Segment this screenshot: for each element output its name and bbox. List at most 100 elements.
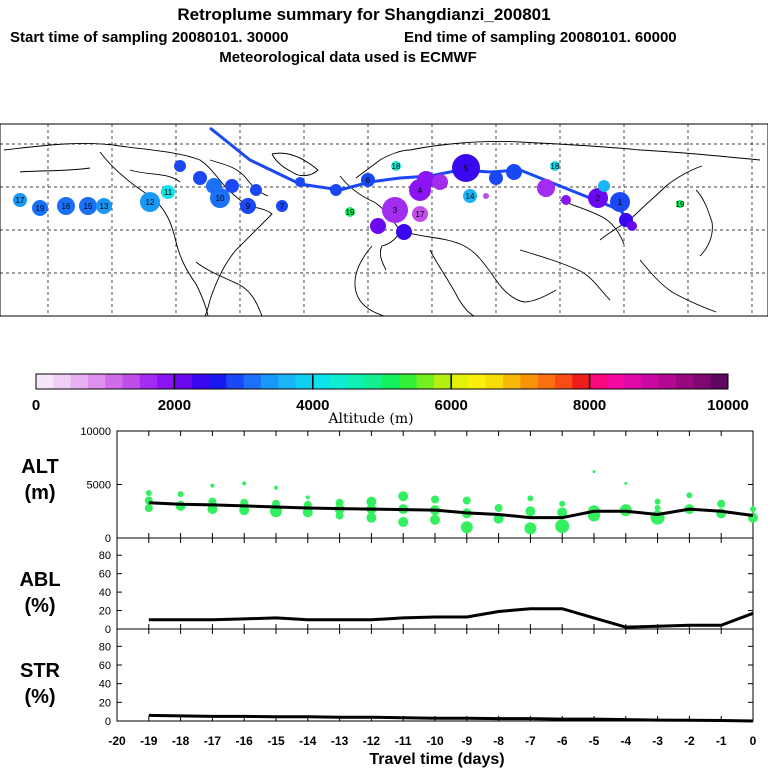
map-panel: 17 19 16 15 13 12 11 10 9 7 6 18 19 5 4 3 2 1 17 14 18 19: [0, 123, 768, 317]
alt-point: [145, 490, 152, 497]
plume-cluster-marker: [417, 171, 435, 189]
plume-cluster-label: 1: [618, 198, 623, 207]
colorbar-cell: [710, 374, 729, 389]
alt-point: [524, 522, 537, 535]
plume-cluster-label: 5: [464, 164, 469, 173]
plume-cluster-label: 17: [16, 196, 25, 205]
colorbar-cell: [295, 374, 314, 389]
colorbar-cell: [676, 374, 694, 389]
x-axis-label: Travel time (days): [369, 751, 504, 768]
colorbar-cell: [157, 374, 175, 389]
colorbar-tick-label: 8000: [573, 397, 606, 414]
alt-point: [624, 481, 628, 485]
alt-point: [460, 521, 473, 534]
plume-cluster-marker: [276, 200, 288, 212]
alt-point: [555, 519, 570, 534]
colorbar-cell: [693, 374, 712, 389]
colorbar-cell: [36, 374, 54, 389]
alt-point: [592, 470, 596, 474]
panel-label: STR: [20, 660, 61, 682]
panel-unit: (%): [24, 595, 55, 617]
alt-point: [717, 499, 726, 508]
plume-cluster-marker: [561, 195, 571, 205]
plume-cluster-marker: [396, 224, 412, 240]
plume-cluster-label: 15: [84, 202, 93, 211]
plume-cluster-marker: [550, 161, 560, 171]
plume-cluster-marker: [483, 193, 489, 199]
colorbar-cell: [416, 374, 435, 389]
alt-point: [654, 498, 661, 505]
x-axis: -20 -19 -18 -17 -16 -15 -14 -13 -12 -11 -10 -9 -8 -7-…: [108, 734, 756, 748]
plume-cluster-marker: [193, 171, 207, 185]
x-tick-label: -13: [331, 734, 349, 748]
plume-cluster-marker: [370, 218, 386, 234]
colorbar-cell: [433, 374, 452, 389]
alt-point: [242, 481, 247, 486]
plume-cluster-marker: [506, 164, 522, 180]
colorbar-cell: [364, 374, 383, 389]
colorbar-cell: [641, 374, 660, 389]
alt-point: [430, 514, 440, 525]
plume-cluster-marker: [598, 180, 610, 192]
x-tick-label: 0: [750, 734, 757, 748]
colorbar-cell: [278, 374, 296, 389]
alt-point: [366, 512, 377, 523]
colorbar-cell: [312, 374, 331, 389]
plume-cluster-marker: [140, 192, 160, 212]
alt-point: [557, 507, 568, 518]
abl-line: [148, 607, 754, 629]
colorbar-cell: [555, 374, 573, 389]
alt-point: [335, 511, 344, 520]
plume-cluster-marker: [225, 179, 239, 193]
plume-cluster-marker: [345, 207, 355, 217]
plume-cluster-marker: [174, 160, 186, 172]
panel-str: 0 20 40 60 80 STR (%): [20, 628, 754, 728]
panel-frame: [116, 628, 754, 722]
y-tick-label: 40: [99, 587, 111, 599]
x-tick-label: -8: [493, 734, 504, 748]
y-tick-label: 10000: [80, 426, 111, 438]
colorbar-cell: [260, 374, 279, 389]
alt-point: [144, 504, 153, 513]
plume-cluster-marker: [412, 206, 428, 222]
panel-frame: [116, 537, 754, 630]
colorbar-cell: [330, 374, 348, 389]
colorbar-tick-label: 10000: [707, 397, 749, 414]
plume-cluster-marker: [588, 188, 608, 208]
y-tick-label: 20: [99, 606, 111, 618]
plume-cluster-label: 3: [393, 206, 398, 215]
colorbar: 0 2000 4000 6000 8000 10000 Altitude (m): [32, 373, 749, 427]
x-tick-label: -17: [204, 734, 222, 748]
alt-point: [654, 505, 661, 512]
plume-cluster-marker: [452, 154, 480, 182]
colorbar-tick-label: 4000: [296, 397, 329, 414]
plume-cluster-label: 19: [346, 208, 355, 217]
x-tick-label: -15: [267, 734, 285, 748]
y-tick-label: 80: [99, 550, 111, 562]
plume-cluster-label: 11: [164, 188, 173, 197]
plume-cluster-marker: [627, 221, 637, 231]
plume-cluster-marker: [240, 198, 256, 214]
plume-cluster-label: 19: [676, 200, 685, 209]
x-tick-label: -12: [363, 734, 381, 748]
colorbar-cell: [209, 374, 227, 389]
plume-cluster-marker: [361, 173, 375, 187]
x-tick-label: -2: [684, 734, 695, 748]
colorbar-cell: [191, 374, 210, 389]
plume-cluster-marker: [330, 184, 342, 196]
colorbar-cell: [658, 374, 677, 389]
y-tick-label: 0: [105, 533, 111, 545]
y-tick-label: 5000: [87, 480, 111, 492]
colorbar-cell: [226, 374, 244, 389]
plume-cluster-marker: [432, 174, 448, 190]
plume-cluster-marker: [206, 178, 222, 194]
colorbar-cell: [174, 374, 193, 389]
alt-point: [462, 496, 471, 505]
alt-point: [431, 495, 439, 504]
plume-cluster-marker: [96, 198, 112, 214]
plume-cluster-label: 4: [418, 186, 423, 195]
alt-point: [398, 516, 409, 527]
alt-point: [210, 483, 215, 488]
panel-unit: (%): [24, 686, 55, 708]
